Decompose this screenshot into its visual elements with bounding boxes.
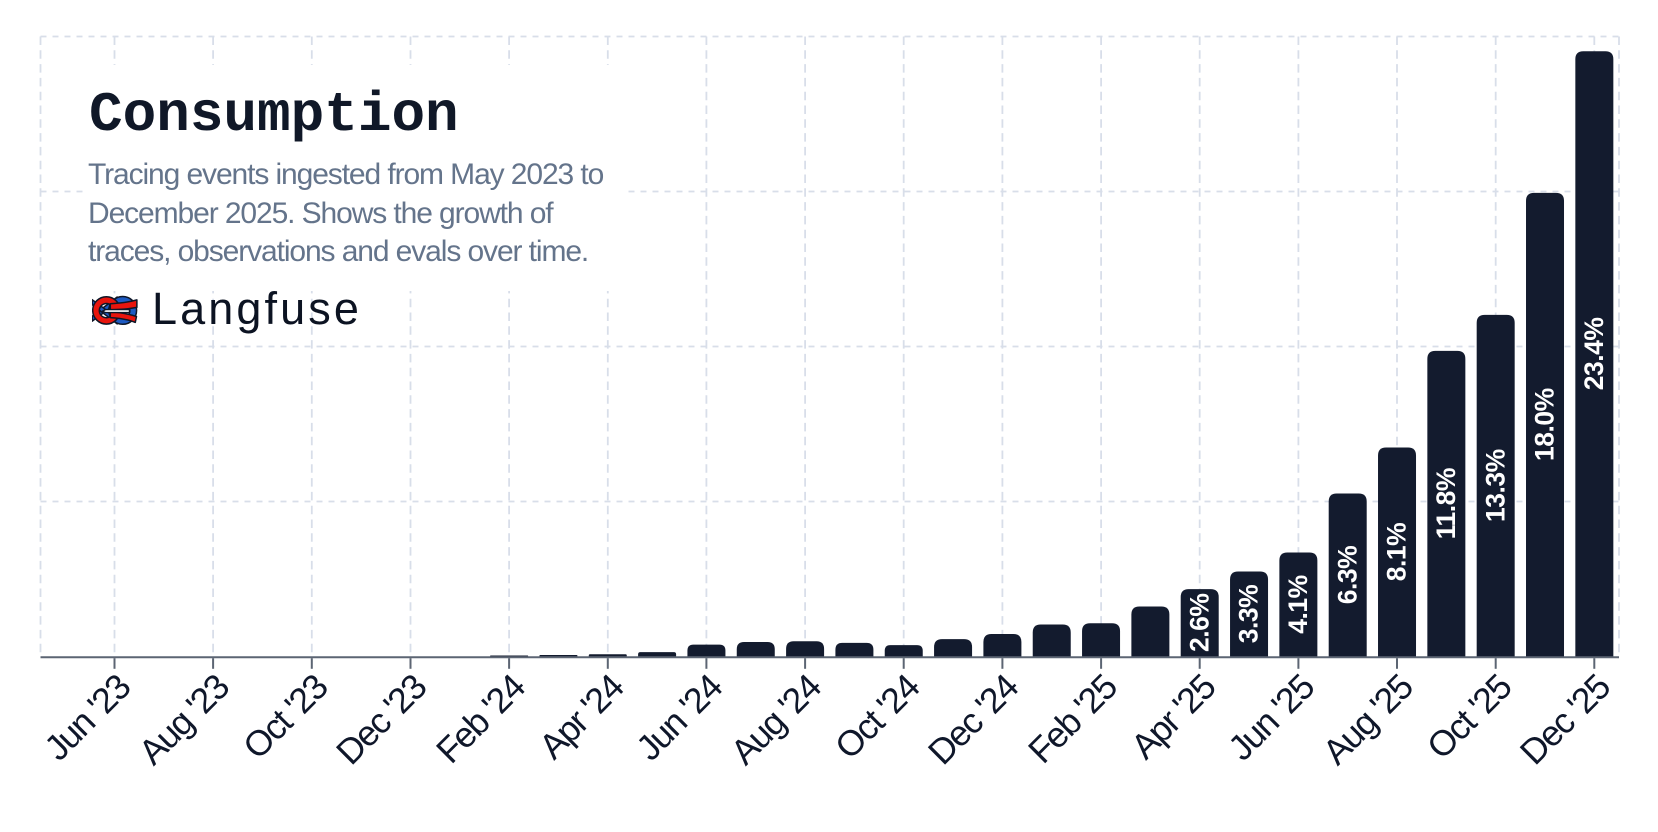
svg-text:Jun '24: Jun '24 — [629, 667, 731, 769]
svg-text:6.3%: 6.3% — [1332, 546, 1362, 604]
svg-text:Feb '24: Feb '24 — [428, 667, 532, 771]
svg-text:Jun '23: Jun '23 — [37, 667, 139, 769]
svg-text:13.3%: 13.3% — [1480, 449, 1510, 522]
svg-text:Oct '24: Oct '24 — [827, 667, 927, 767]
svg-text:Oct '23: Oct '23 — [235, 667, 335, 767]
svg-text:Aug '23: Aug '23 — [131, 667, 237, 773]
svg-text:Jun '25: Jun '25 — [1221, 667, 1323, 769]
svg-text:23.4%: 23.4% — [1579, 318, 1609, 391]
svg-text:3.3%: 3.3% — [1234, 585, 1264, 643]
svg-text:8.1%: 8.1% — [1382, 523, 1412, 581]
svg-text:4.1%: 4.1% — [1283, 575, 1313, 633]
svg-text:Feb '25: Feb '25 — [1020, 667, 1124, 771]
svg-text:2.6%: 2.6% — [1184, 594, 1214, 652]
svg-text:Dec '25: Dec '25 — [1512, 667, 1618, 773]
svg-text:Dec '24: Dec '24 — [920, 667, 1026, 773]
svg-text:11.8%: 11.8% — [1431, 468, 1461, 539]
svg-text:18.0%: 18.0% — [1530, 388, 1560, 461]
svg-text:Apr '24: Apr '24 — [531, 667, 631, 767]
svg-text:Apr '25: Apr '25 — [1123, 667, 1223, 767]
svg-text:Oct '25: Oct '25 — [1419, 667, 1519, 767]
svg-text:Dec '23: Dec '23 — [328, 667, 434, 773]
svg-text:Aug '25: Aug '25 — [1315, 667, 1421, 773]
svg-text:Aug '24: Aug '24 — [723, 667, 829, 773]
